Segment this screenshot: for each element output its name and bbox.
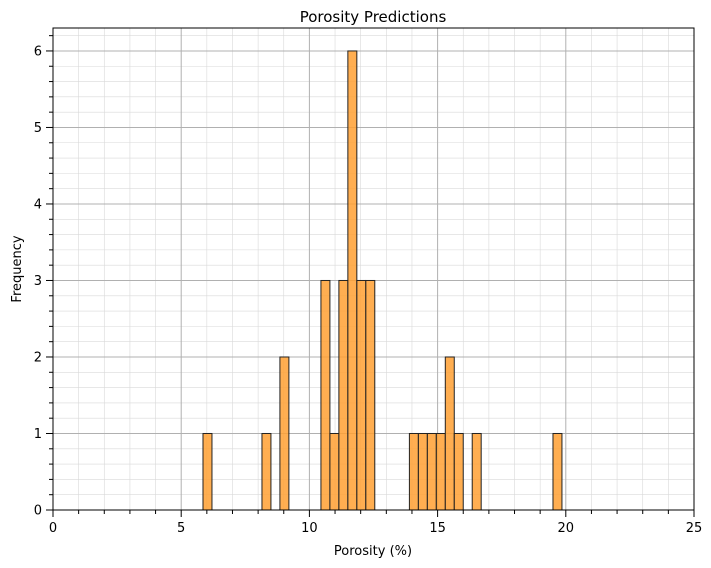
y-tick-label: 3 <box>34 274 42 289</box>
y-axis-ticks: 0 1 2 3 4 5 6 <box>34 35 53 519</box>
histogram-bar <box>347 50 358 511</box>
histogram-bar <box>320 279 331 511</box>
histogram-bar <box>365 279 376 511</box>
histogram-bar <box>202 432 213 511</box>
histogram-bar <box>471 432 482 511</box>
x-tick-label: 10 <box>301 521 318 536</box>
histogram-bar <box>417 432 428 511</box>
y-tick-label: 4 <box>34 197 42 212</box>
histogram-bar <box>356 279 367 511</box>
x-tick-label: 25 <box>686 521 703 536</box>
x-tick-label: 20 <box>558 521 575 536</box>
y-axis-label: Frequency <box>10 235 25 302</box>
histogram-bar <box>444 356 455 511</box>
y-tick-label: 5 <box>34 121 42 136</box>
histogram-bar <box>552 432 563 511</box>
histogram-bar <box>435 432 446 511</box>
y-tick-label: 0 <box>34 504 42 519</box>
histogram-bar <box>426 432 437 511</box>
x-axis-label: Porosity (%) <box>334 544 412 559</box>
chart-title: Porosity Predictions <box>300 8 447 26</box>
histogram-bar <box>453 432 464 511</box>
y-tick-label: 2 <box>34 350 42 365</box>
x-axis-ticks: 0 5 10 15 20 25 <box>49 510 702 536</box>
histogram-bar <box>338 279 349 511</box>
histogram-bar <box>279 356 290 511</box>
histogram-bar <box>329 432 340 511</box>
histogram-bar <box>261 432 272 511</box>
y-tick-label: 6 <box>34 44 42 59</box>
x-tick-label: 15 <box>429 521 446 536</box>
y-tick-label: 1 <box>34 427 42 442</box>
histogram-bar <box>408 432 419 511</box>
x-tick-label: 5 <box>177 521 185 536</box>
plot-frame <box>52 27 695 511</box>
x-tick-label: 0 <box>49 521 57 536</box>
